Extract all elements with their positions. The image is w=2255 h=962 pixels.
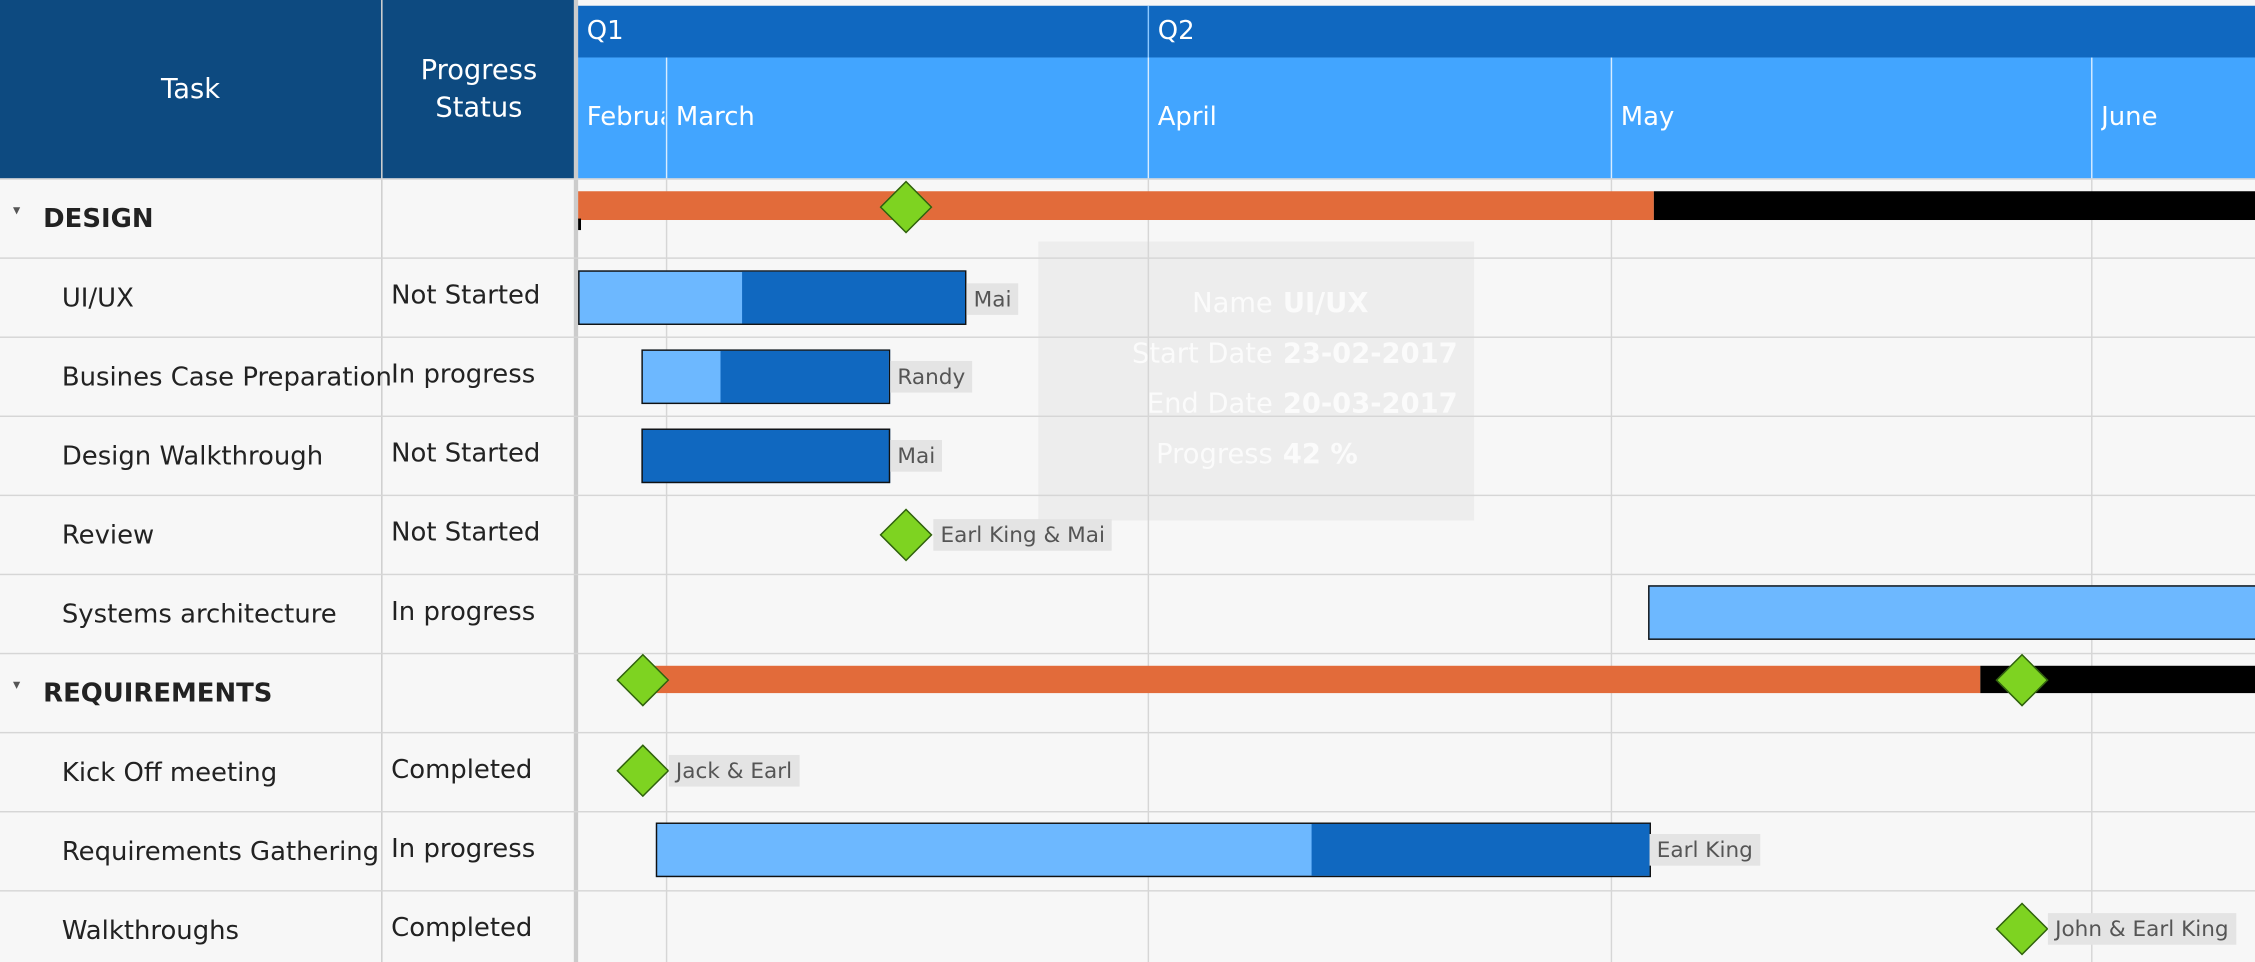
task-name: Busines Case Preparation bbox=[61, 362, 392, 393]
task-bar bbox=[1648, 585, 2255, 640]
summary-bar bbox=[578, 191, 1654, 221]
status: In progress bbox=[391, 834, 536, 865]
month-line bbox=[1610, 57, 1613, 179]
tooltip-label: Progress bbox=[1156, 438, 1273, 471]
summary-rest bbox=[1653, 191, 2255, 221]
progress bbox=[720, 350, 889, 403]
row-line bbox=[0, 731, 2255, 734]
row-line bbox=[0, 494, 2255, 497]
tooltip-label: End Date bbox=[1146, 388, 1273, 420]
milestone bbox=[1995, 653, 2049, 707]
quarter-line bbox=[1147, 5, 1150, 58]
milestone bbox=[879, 180, 933, 234]
status: In progress bbox=[391, 359, 536, 390]
task-name: Design Walkthrough bbox=[61, 441, 324, 472]
status: Not Started bbox=[391, 438, 541, 469]
row-line bbox=[0, 336, 2255, 338]
tooltip-value: UI/UX bbox=[1282, 287, 1369, 320]
milestone bbox=[616, 653, 670, 707]
tooltip-label: Name bbox=[1192, 287, 1273, 320]
tooltip-value: 20-03-2017 bbox=[1282, 388, 1458, 420]
progress bbox=[1311, 823, 1650, 876]
row-line bbox=[0, 652, 2255, 655]
quarter-label: Q2 bbox=[1157, 15, 1195, 47]
status: Completed bbox=[391, 913, 533, 944]
quarter-row bbox=[578, 5, 2255, 58]
progress bbox=[742, 271, 965, 324]
month-label: June bbox=[2101, 102, 2158, 133]
task-name: Requirements Gathering bbox=[61, 836, 380, 868]
row-line bbox=[0, 573, 2255, 576]
resource-label: Earl King bbox=[1649, 834, 1761, 866]
quarter-label: Q1 bbox=[586, 15, 624, 47]
resource-label: Earl King & Mai bbox=[933, 519, 1113, 551]
summary-tick bbox=[578, 218, 582, 231]
row-line bbox=[0, 811, 2255, 813]
month-line bbox=[1147, 57, 1150, 179]
row-line bbox=[0, 178, 2255, 180]
task-name: UI/UX bbox=[61, 283, 134, 314]
task-name: Systems architecture bbox=[61, 599, 337, 630]
splitter[interactable] bbox=[573, 0, 579, 962]
task-name: Review bbox=[61, 520, 155, 551]
tooltip-value: 23-02-2017 bbox=[1282, 337, 1458, 370]
status: Not Started bbox=[391, 517, 541, 548]
collapse-icon[interactable]: ▾ bbox=[12, 202, 21, 219]
grid-line bbox=[1610, 178, 1613, 962]
resource-label: Mai bbox=[966, 283, 1019, 315]
status: In progress bbox=[391, 596, 536, 627]
divider bbox=[381, 0, 383, 962]
group-name: REQUIREMENTS bbox=[43, 678, 273, 709]
resource-label: Mai bbox=[890, 440, 943, 472]
month-line bbox=[2091, 57, 2093, 179]
group-name: DESIGN bbox=[43, 204, 154, 235]
tooltip: Name UI/UX Start Date 23-02-2017 End Date 20-… bbox=[1038, 241, 1475, 521]
month-label: May bbox=[1620, 102, 1675, 133]
milestone bbox=[879, 508, 933, 562]
task-header[interactable]: Task bbox=[0, 0, 382, 179]
tooltip-label: Start Date bbox=[1131, 337, 1273, 370]
grid-line bbox=[2091, 178, 2093, 962]
month-label: March bbox=[675, 102, 755, 133]
milestone bbox=[1995, 902, 2049, 956]
grid-line bbox=[665, 178, 668, 962]
row-line bbox=[0, 415, 2255, 418]
tooltip-value: 42 % bbox=[1282, 438, 1358, 471]
grid-line bbox=[1147, 178, 1150, 962]
summary-bar bbox=[642, 665, 1981, 694]
resource-label: Randy bbox=[890, 360, 973, 393]
month-label: February bbox=[586, 102, 665, 133]
row-line bbox=[0, 890, 2255, 892]
milestone bbox=[616, 744, 670, 798]
month-row bbox=[578, 57, 2255, 179]
row-line bbox=[0, 257, 2255, 259]
status: Completed bbox=[391, 754, 533, 786]
status-header[interactable]: Progress Status bbox=[382, 0, 576, 179]
status: Not Started bbox=[391, 280, 541, 311]
task-name: Kick Off meeting bbox=[61, 757, 278, 789]
task-name: Walkthroughs bbox=[61, 915, 240, 947]
month-line bbox=[665, 57, 668, 179]
collapse-icon[interactable]: ▾ bbox=[12, 677, 21, 694]
resource-label: John & Earl King bbox=[2047, 913, 2236, 945]
month-label: April bbox=[1157, 102, 1217, 133]
resource-label: Jack & Earl bbox=[668, 754, 800, 787]
task-bar bbox=[641, 428, 891, 484]
